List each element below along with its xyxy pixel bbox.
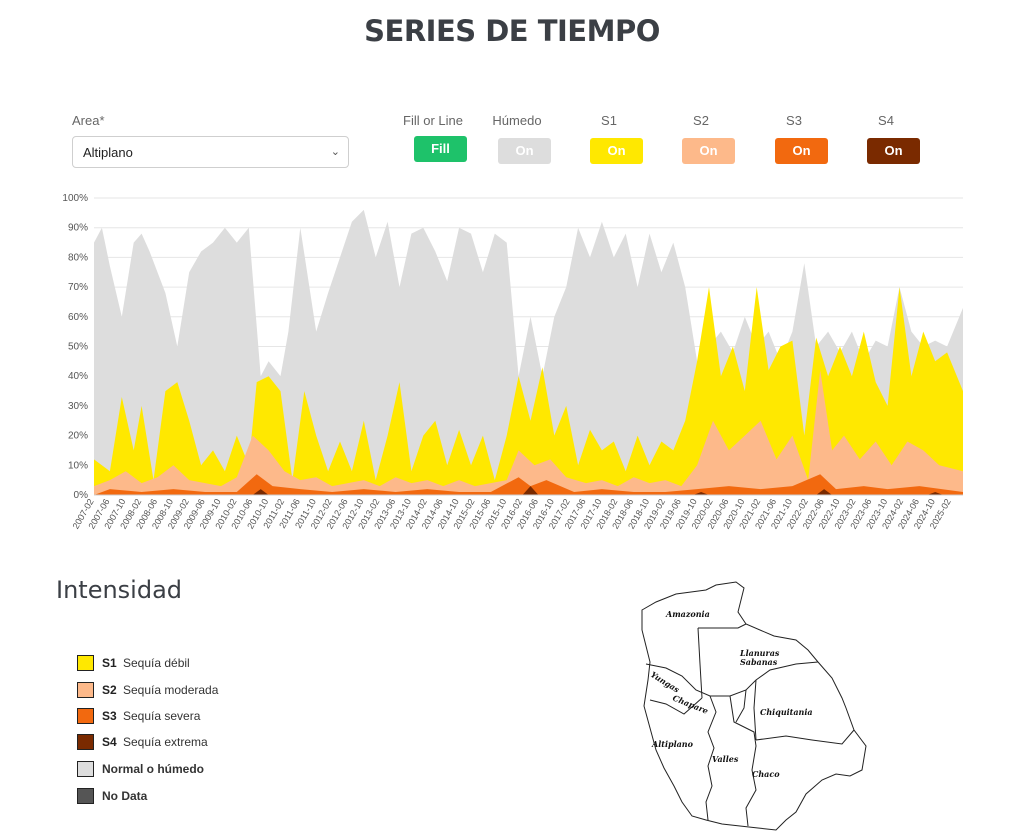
area-select[interactable]: Altiplano ⌄ [72, 136, 349, 168]
legend-item-s1: S1 Sequía débil [77, 654, 337, 672]
y-tick-label: 50% [68, 342, 88, 353]
toggle-label-s4: S4 [878, 113, 894, 128]
bolivia-regions-map: Amazonia Llanuras Sabanas Yungas Chapare… [641, 581, 867, 831]
toggle-label-humedo: Húmedo [492, 113, 542, 128]
legend-code: S4 [102, 735, 117, 749]
map-border [697, 627, 703, 699]
legend-code: S2 [102, 683, 117, 697]
legend-item-s2: S2 Sequía moderada [77, 681, 337, 699]
map-label-chaco: Chaco [752, 769, 780, 779]
legend-swatch [77, 655, 94, 671]
legend-swatch [77, 734, 94, 750]
legend-code: S1 [102, 656, 117, 670]
toggle-s1-button[interactable]: On [590, 138, 643, 164]
legend-item-no-data: No Data [77, 787, 337, 805]
y-tick-label: 60% [68, 312, 88, 323]
legend-swatch [77, 761, 94, 777]
fill-or-line-label: Fill or Line [403, 113, 463, 128]
map-label-valles: Valles [712, 754, 739, 764]
legend-swatch [77, 788, 94, 804]
map-border [649, 697, 703, 715]
map-border [729, 695, 757, 827]
area-select-value: Altiplano [83, 145, 133, 160]
y-tick-label: 70% [68, 282, 88, 293]
series-area-2 [94, 370, 963, 495]
y-tick-label: 0% [74, 490, 89, 501]
area-label: Area* [72, 113, 105, 128]
map-border [735, 689, 747, 723]
toggle-label-s1: S1 [601, 113, 617, 128]
toggle-humedo-button[interactable]: On [498, 138, 551, 164]
toggle-s3-button[interactable]: On [775, 138, 828, 164]
map-border [698, 623, 747, 629]
map-label-llanuras: Llanuras [739, 648, 780, 658]
toggle-s2-button[interactable]: On [682, 138, 735, 164]
map-label-chiquitania: Chiquitania [760, 707, 813, 717]
legend-code: S3 [102, 709, 117, 723]
y-tick-label: 90% [68, 223, 88, 234]
y-tick-label: 30% [68, 401, 88, 412]
legend-label: Sequía severa [123, 709, 201, 723]
map-outline [641, 581, 867, 831]
map-border [705, 695, 717, 821]
fill-or-line-button[interactable]: Fill [414, 136, 467, 162]
legend-label: No Data [102, 789, 148, 803]
series-area-4 [94, 486, 963, 495]
map-label-altiplano: Altiplano [651, 739, 694, 749]
page-title: SERIES DE TIEMPO [364, 14, 660, 48]
map-label-amazonia: Amazonia [665, 609, 710, 619]
legend-label: Sequía extrema [123, 735, 208, 749]
map-border [755, 729, 855, 745]
map-border [753, 679, 757, 741]
intensidad-title: Intensidad [56, 576, 183, 604]
series-area-3 [94, 474, 963, 495]
legend-label: Sequía moderada [123, 683, 219, 697]
map-label-sabanas: Sabanas [740, 657, 778, 667]
legend-item-s3: S3 Sequía severa [77, 707, 337, 725]
legend-swatch [77, 708, 94, 724]
legend-item-normal: Normal o húmedo [77, 760, 337, 778]
legend-swatch [77, 682, 94, 698]
legend-item-s4: S4 Sequía extrema [77, 733, 337, 751]
legend-label: Sequía débil [123, 656, 190, 670]
map-label-chapare: Chapare [671, 693, 709, 716]
chevron-down-icon: ⌄ [330, 146, 340, 158]
y-tick-label: 80% [68, 252, 88, 263]
y-tick-label: 40% [68, 371, 88, 382]
toggle-label-s3: S3 [786, 113, 802, 128]
time-series-chart: 0% 10% 20% 30% 40% 50% 60% 70% 80% 90% 100% 2007-02… [56, 186, 968, 536]
chart-svg: 0%10%20%30%40%50%60%70%80%90%100%2007-02… [62, 193, 963, 531]
toggle-s4-button[interactable]: On [867, 138, 920, 164]
y-tick-label: 10% [68, 460, 88, 471]
y-tick-label: 100% [62, 193, 88, 204]
toggle-label-s2: S2 [693, 113, 709, 128]
y-tick-label: 20% [68, 431, 88, 442]
legend-label: Normal o húmedo [102, 762, 205, 776]
